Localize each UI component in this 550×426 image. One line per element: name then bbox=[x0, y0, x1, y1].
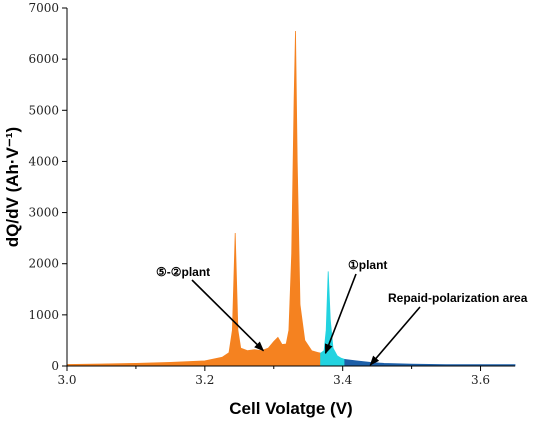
y-tick-label: 1000 bbox=[28, 308, 59, 322]
y-tick-label: 5000 bbox=[28, 103, 59, 117]
y-tick-label: 0 bbox=[51, 359, 59, 373]
annotation-arrow-5-2-plant bbox=[191, 279, 265, 352]
annotation-label-repaid-polarization: Repaid-polarization area bbox=[388, 291, 528, 305]
y-tick-label: 2000 bbox=[28, 257, 59, 271]
y-tick-label: 6000 bbox=[28, 52, 59, 66]
x-ticks: 3.0 3.2 3.4 3.6 bbox=[57, 366, 490, 387]
series-areas bbox=[66, 30, 516, 367]
x-tick-label: 3.4 bbox=[333, 373, 352, 387]
series-area-1 bbox=[320, 271, 346, 367]
y-ticks: 0 1000 2000 3000 4000 5000 6000 7000 bbox=[28, 1, 67, 373]
y-axis-title: dQ/dV (Ah·V⁻¹) bbox=[3, 127, 22, 247]
x-tick-label: 3.0 bbox=[57, 373, 76, 387]
series-area-0 bbox=[66, 30, 321, 367]
y-tick-label: 7000 bbox=[28, 1, 59, 15]
annotation-label-5-2-plant: ⑤-②plant bbox=[156, 265, 210, 279]
x-tick-label: 3.6 bbox=[471, 373, 490, 387]
annotation-arrow-repaid-polarization bbox=[369, 306, 421, 366]
annotation-label-1-plant: ①plant bbox=[348, 258, 387, 272]
annotations: ⑤-②plant ①plant Repaid-polarization area bbox=[156, 258, 528, 366]
annotation-arrow-1-plant bbox=[324, 273, 357, 355]
series-area-2 bbox=[344, 358, 516, 367]
y-tick-label: 3000 bbox=[28, 206, 59, 220]
axes bbox=[66, 8, 515, 367]
x-tick-label: 3.2 bbox=[195, 373, 214, 387]
y-tick-label: 4000 bbox=[28, 154, 59, 168]
x-axis-title: Cell Volatge (V) bbox=[229, 399, 352, 418]
